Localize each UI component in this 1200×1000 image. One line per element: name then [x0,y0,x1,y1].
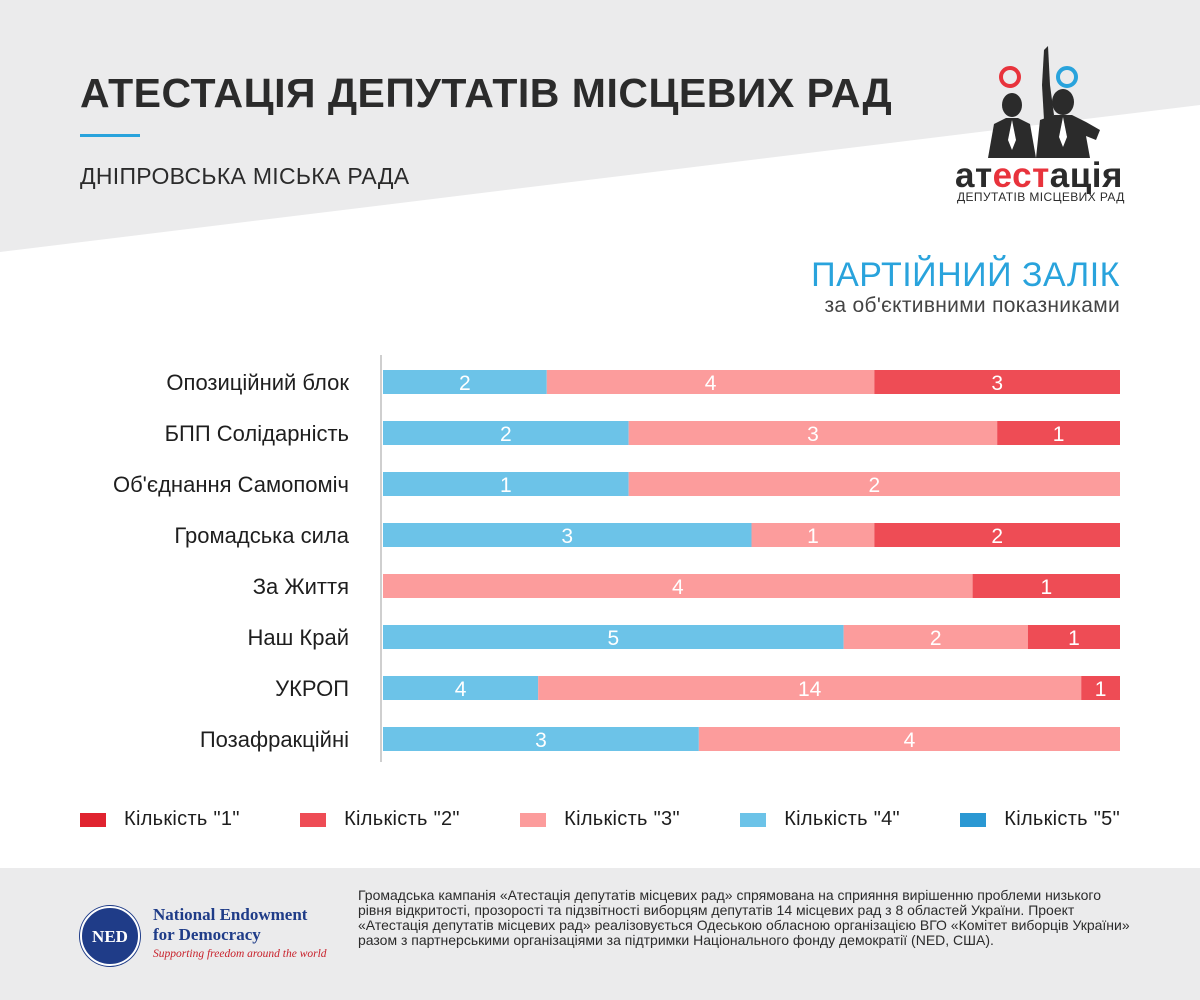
bar-segment [874,523,1120,547]
footer: NED National Endowment for Democracy Sup… [0,868,1200,1000]
page-title: АТЕСТАЦІЯ ДЕПУТАТІВ МІСЦЕВИХ РАД [80,70,893,116]
campaign-description: Громадська кампанія «Атестація депутатів… [358,887,1130,948]
bar-segment [698,727,1120,751]
bar-segment [972,574,1120,598]
chart-legend: Кількість "1" Кількість "2" Кількість "3" К… [80,808,1120,831]
data-label: 1 [1040,576,1052,599]
category-label: БПП Солідарність [165,421,349,446]
data-label: 5 [607,627,619,650]
legend-swatch [960,812,987,827]
data-label: 2 [991,525,1003,548]
ned-tagline: Supporting freedom around the world [153,948,327,960]
bar-segment [628,472,1120,496]
data-label: 2 [930,627,942,650]
legend-item: Кількість "2" [300,808,460,831]
legend-item: Кількість "4" [740,808,900,831]
data-label: 3 [807,423,819,446]
bar-segment [383,676,539,700]
data-label: 1 [500,474,512,497]
data-label: 1 [1053,423,1065,446]
title-underline [80,134,140,137]
legend-swatch [520,812,547,827]
data-label: 2 [459,372,471,395]
legend-swatch [80,812,106,827]
bar-segment [383,625,844,649]
ned-name: National Endowment for Democracy [153,905,308,944]
data-label: 1 [1068,627,1080,650]
legend-label: Кількість "2" [344,808,460,830]
bar-segment [383,421,629,445]
council-name: ДНІПРОВСЬКА МІСЬКА РАДА [80,163,410,189]
data-label: 2 [868,474,880,497]
stacked-bar-chart: Опозиційний блок 2 4 3 БПП Солідарність 2 3 1 Об… [113,355,1120,762]
header-background [0,0,1200,252]
category-label: За Життя [253,574,349,599]
logo-subtitle: ДЕПУТАТІВ МІСЦЕВИХ РАД [957,190,1125,204]
data-label: 2 [500,423,512,446]
logo-wordmark: атестація [955,156,1123,195]
legend-label: Кількість "5" [1004,808,1120,830]
legend-label: Кількість "4" [784,808,900,830]
category-label: Позафракційні [200,727,349,752]
legend-item: Кількість "1" [80,808,240,831]
chart-subtitle: за об'єктивними показниками [824,294,1120,317]
bar-segment [383,523,752,547]
category-label: Наш Край [248,625,349,650]
category-label: УКРОП [275,676,349,701]
legend-label: Кількість "1" [124,808,240,830]
data-label: 4 [904,729,916,752]
bar-segment [383,472,629,496]
legend-label: Кількість "3" [564,808,680,830]
data-label: 3 [535,729,547,752]
category-label: Об'єднання Самопоміч [113,472,349,497]
bar-segment [628,421,998,445]
legend-swatch [300,812,327,827]
bar-segment [843,625,1028,649]
bar-segment [1027,625,1120,649]
bar-segment [874,370,1120,394]
two-deputies-icon [988,46,1100,158]
bar-segment [383,370,547,394]
bar-segment [383,574,973,598]
legend-item: Кількість "5" [960,808,1120,831]
bar-segment [1081,676,1120,700]
bar-segment [538,676,1082,700]
bar-segment [751,523,875,547]
category-label: Опозиційний блок [166,370,349,395]
data-label: 14 [798,678,822,701]
data-label: 3 [561,525,573,548]
data-label: 4 [672,576,684,599]
data-label: 1 [807,525,819,548]
bar-segment [383,727,699,751]
data-label: 4 [455,678,467,701]
bar-segment [546,370,875,394]
category-label: Громадська сила [174,523,349,548]
ned-seal-icon: NED [80,906,140,966]
legend-item: Кількість "3" [520,808,680,831]
data-label: 1 [1095,678,1107,701]
bar-segment [997,421,1120,445]
chart-title: ПАРТІЙНИЙ ЗАЛІК [811,256,1120,294]
data-label: 4 [705,372,717,395]
data-label: 3 [991,372,1003,395]
legend-swatch [740,812,767,827]
